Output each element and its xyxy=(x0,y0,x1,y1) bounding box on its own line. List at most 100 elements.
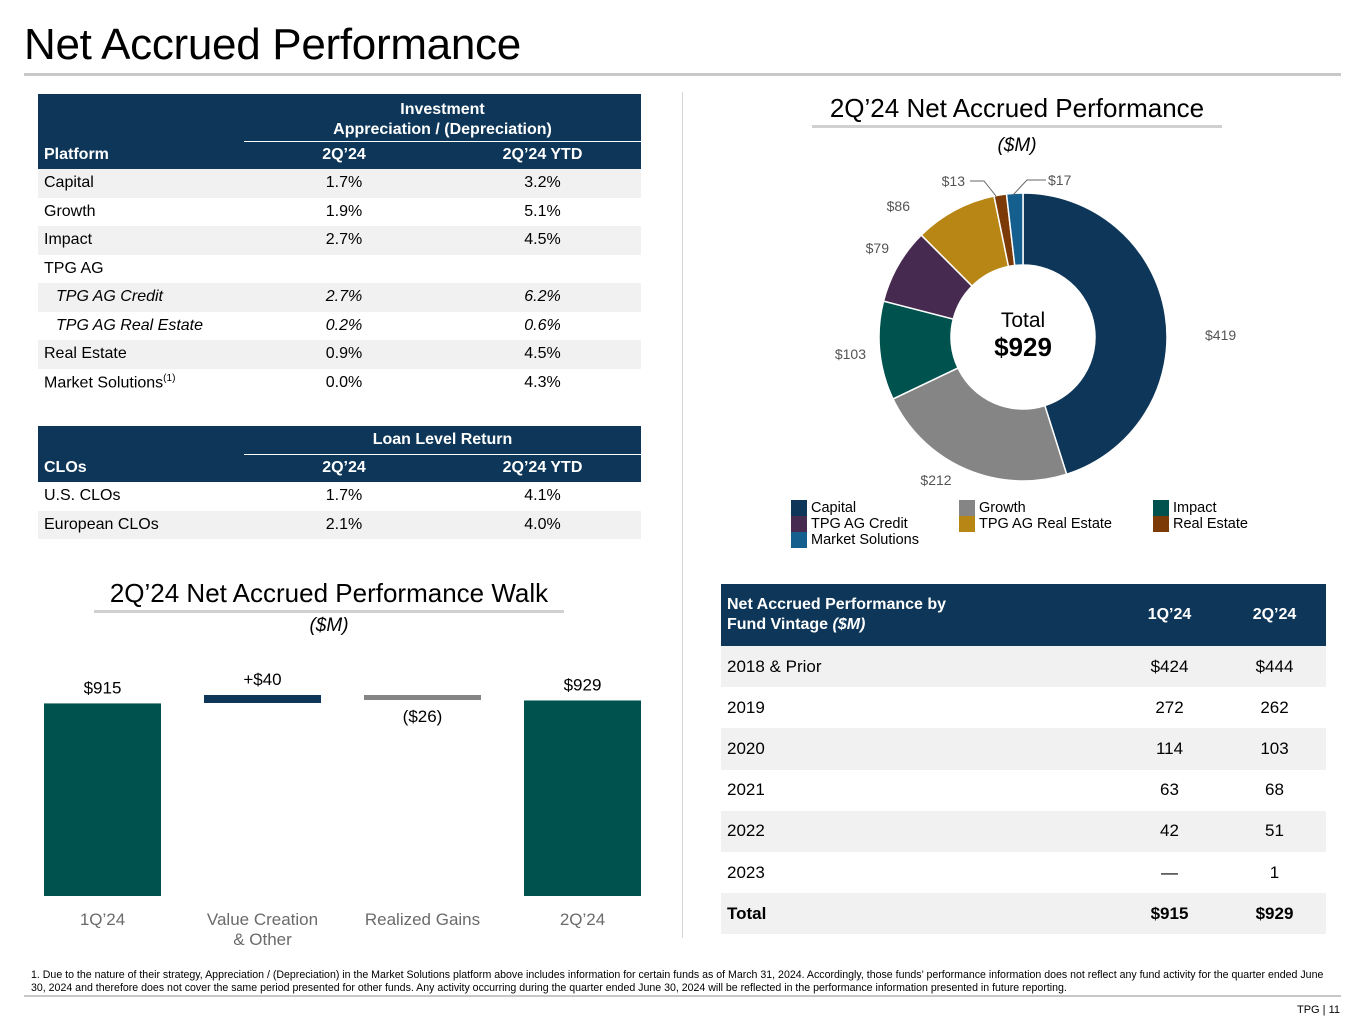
legend-label: Capital xyxy=(811,500,857,516)
ytd-value xyxy=(444,255,641,284)
table-row: U.S. CLOs 1.7% 4.1% xyxy=(38,482,641,511)
ytd-value: 4.3% xyxy=(524,373,561,391)
vintage-label: Total xyxy=(721,893,1116,935)
donut-data-label: $17 xyxy=(1048,172,1072,188)
legend-item-tpg-ag-credit: TPG AG Credit xyxy=(791,516,908,532)
donut-slice-market-solutions xyxy=(1005,192,1024,267)
vintage-label: 2019 xyxy=(727,697,765,717)
platform-column-header: Platform xyxy=(38,141,244,169)
legend-item-tpg-ag-real-estate: TPG AG Real Estate xyxy=(959,516,1112,532)
vintage-header-line1: Net Accrued Performance by xyxy=(727,596,947,613)
table-row: Growth 1.9% 5.1% xyxy=(38,198,641,227)
platform-label: TPG AG xyxy=(44,259,104,277)
legend-swatch xyxy=(791,516,807,532)
donut-data-label: $212 xyxy=(920,472,951,488)
walk-title: 2Q’24 Net Accrued Performance Walk xyxy=(109,578,549,608)
q-value: 1.7% xyxy=(244,169,444,198)
walk-data-label: +$40 xyxy=(243,670,281,689)
vintage-row: 2022 42 51 xyxy=(721,810,1326,852)
footnote: 1. Due to the nature of their strategy, … xyxy=(31,969,1324,994)
vintage-row: Total $915 $929 xyxy=(721,893,1326,935)
title-rule xyxy=(24,73,1341,76)
investment-header-line2: Appreciation / (Depreciation) xyxy=(333,121,552,139)
walk-category-label: Realized Gains xyxy=(365,910,480,929)
leader-line-real-estate xyxy=(970,180,997,197)
q-value: 1.9% xyxy=(325,202,363,220)
walk-data-label: $915 xyxy=(84,678,122,697)
walk-bar xyxy=(364,695,481,700)
walk-chart: $915 1Q’24 +$40 Value Creation& Other ($26) R… xyxy=(44,670,641,949)
ytd-value: 4.5% xyxy=(444,226,641,255)
donut-title: 2Q’24 Net Accrued Performance xyxy=(829,93,1205,123)
platform-label: TPG AG Real Estate xyxy=(56,316,204,334)
legend-item-market-solutions: Market Solutions xyxy=(791,532,919,548)
donut-slice-growth xyxy=(892,366,1068,482)
legend-label: Market Solutions xyxy=(811,532,919,548)
legend-label: Impact xyxy=(1173,500,1217,516)
vintage-1q24-value: 42 xyxy=(1116,810,1223,852)
vintage-label: 2021 xyxy=(727,780,765,800)
vintage-row: 2018 & Prior $424 $444 xyxy=(721,646,1326,688)
q-value: 2.7% xyxy=(244,283,444,312)
legend-label: TPG AG Real Estate xyxy=(979,516,1112,532)
walk-bar xyxy=(44,703,161,896)
table-row: European CLOs 2.1% 4.0% xyxy=(38,510,641,539)
walk-bar xyxy=(524,700,641,896)
footnote-marker: (1) xyxy=(163,373,176,385)
ytd-value: 3.2% xyxy=(444,169,641,198)
walk-data-label: $929 xyxy=(564,675,602,694)
vintage-1q24-value: — xyxy=(1161,862,1178,882)
q-value: 0.9% xyxy=(244,340,444,369)
platform-label: Market Solutions(1) xyxy=(44,373,176,392)
walk-category-label: Value Creation xyxy=(207,910,318,929)
loan-level-return-header: Loan Level Return xyxy=(244,426,641,454)
q-value: 2.7% xyxy=(244,226,444,255)
bottom-rule xyxy=(24,995,1341,997)
legend-label: Growth xyxy=(979,500,1026,516)
vintage-label: 2018 & Prior xyxy=(721,646,1116,688)
page-number: TPG | 11 xyxy=(1296,1004,1340,1016)
walk-category-label: & Other xyxy=(233,930,292,949)
clo-table: Loan Level Return CLOs 2Q’24 2Q’24 YTD U… xyxy=(38,426,641,539)
legend-item-impact: Impact xyxy=(1153,500,1217,516)
walk-category-label: 1Q’24 xyxy=(80,910,125,929)
leader-line-market-solutions xyxy=(1012,179,1046,196)
vintage-1q24-value: $915 xyxy=(1116,893,1223,935)
platform-label: Real Estate xyxy=(38,340,244,369)
vintage-header: Net Accrued Performance by Fund Vintage … xyxy=(721,584,1116,646)
vintage-label: 2020 xyxy=(721,728,1116,770)
vintage-2q24-value: $444 xyxy=(1223,646,1326,688)
ytd-column-header: 2Q’24 YTD xyxy=(444,140,641,169)
table-row: Real Estate 0.9% 4.5% xyxy=(38,340,641,369)
vintage-row: 2021 63 68 xyxy=(721,770,1326,811)
walk-data-label: ($26) xyxy=(403,707,443,726)
vintage-2q24-value: 51 xyxy=(1223,810,1326,852)
vintage-2q24-value: $929 xyxy=(1223,893,1326,935)
ytd-value: 6.2% xyxy=(444,283,641,312)
clo-ytd-column-header: 2Q’24 YTD xyxy=(444,453,641,482)
q-value: 0.2% xyxy=(325,316,363,334)
platform-label: Capital xyxy=(38,169,244,198)
legend-swatch xyxy=(959,516,975,532)
vintage-col-1q24: 1Q’24 xyxy=(1116,584,1223,646)
legend-swatch xyxy=(791,500,807,516)
vintage-col-2q24: 2Q’24 xyxy=(1223,584,1326,646)
platform-label: Growth xyxy=(44,202,96,220)
vintage-1q24-value: 63 xyxy=(1160,780,1179,800)
vintage-1q24-value: $424 xyxy=(1116,646,1223,688)
q-value xyxy=(244,255,444,284)
platform-table: Investment Appreciation / (Depreciation)… xyxy=(38,94,641,397)
donut-data-label: $86 xyxy=(887,198,911,214)
vintage-1q24-value: 272 xyxy=(1155,697,1184,717)
vintage-2q24-value: 68 xyxy=(1265,780,1284,800)
clo-q-column-header: 2Q’24 xyxy=(244,453,444,482)
donut-center-label: Total xyxy=(1001,309,1045,332)
vintage-2q24-value: 262 xyxy=(1260,697,1289,717)
vintage-label: 2022 xyxy=(721,810,1116,852)
vintage-label: 2023 xyxy=(727,862,765,882)
table-row: TPG AG xyxy=(38,255,641,284)
ytd-value: 5.1% xyxy=(524,202,561,220)
clo-ytd-value: 4.0% xyxy=(444,510,641,539)
clo-q-value: 2.1% xyxy=(244,510,444,539)
page-title: Net Accrued Performance xyxy=(24,20,521,69)
